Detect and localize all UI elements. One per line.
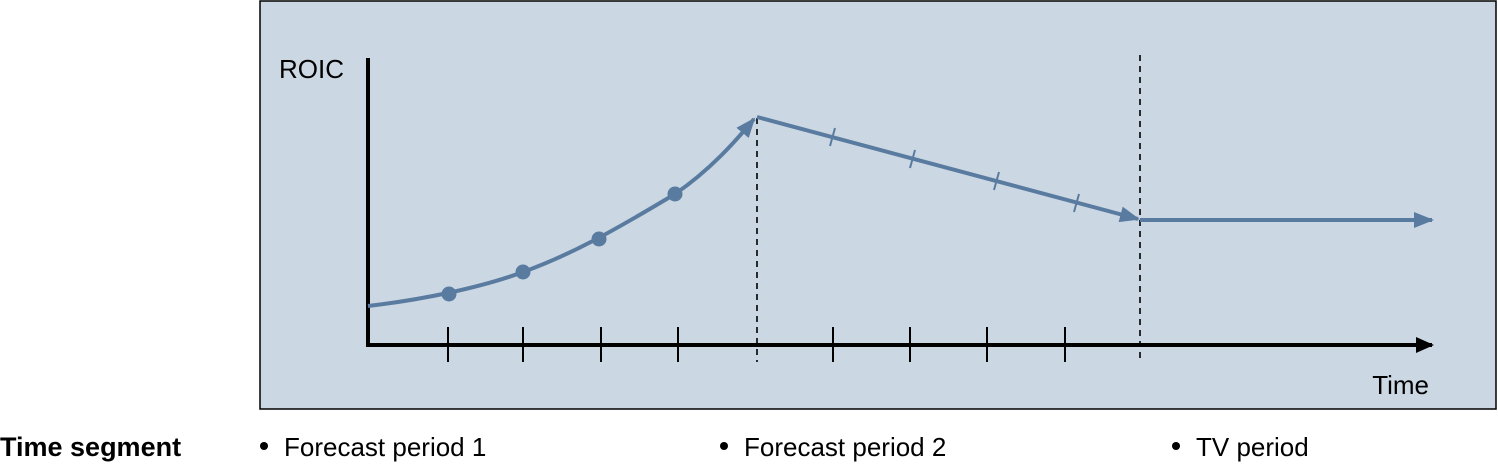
line-tick [993,171,1000,191]
line-tick [1073,193,1080,213]
line-tick [829,127,836,147]
roic-points [441,186,683,302]
segment-item-forecast-2: Forecast period 2 [720,432,946,463]
x-axis-ticks [447,327,1066,362]
roic-point [441,286,457,302]
time-segment-row: Time segment Forecast period 1 Forecast … [0,430,1498,466]
segment-item-forecast-1: Forecast period 1 [260,432,486,463]
bullet-icon [260,442,268,451]
segment-label: Forecast period 1 [284,432,487,462]
roic-diagram: ROIC Time [259,0,1497,410]
bullet-icon [1172,442,1180,451]
roic-line-ticks [829,127,1080,213]
y-axis-label: ROIC [279,54,344,84]
segment-item-tv: TV period [1172,432,1309,463]
segment-label: TV period [1196,432,1309,462]
line-tick [909,149,916,169]
time-segment-title: Time segment [0,432,182,462]
roic-line-forecast-2 [756,115,1140,223]
segment-label: Forecast period 2 [744,432,947,462]
diagram-panel [259,0,1497,410]
x-axis-label: Time [1372,370,1429,400]
x-axis-arrowhead [1416,337,1434,353]
roic-point [591,231,607,247]
roic-point [515,264,531,280]
bullet-icon [720,442,728,451]
roic-point [667,186,683,202]
